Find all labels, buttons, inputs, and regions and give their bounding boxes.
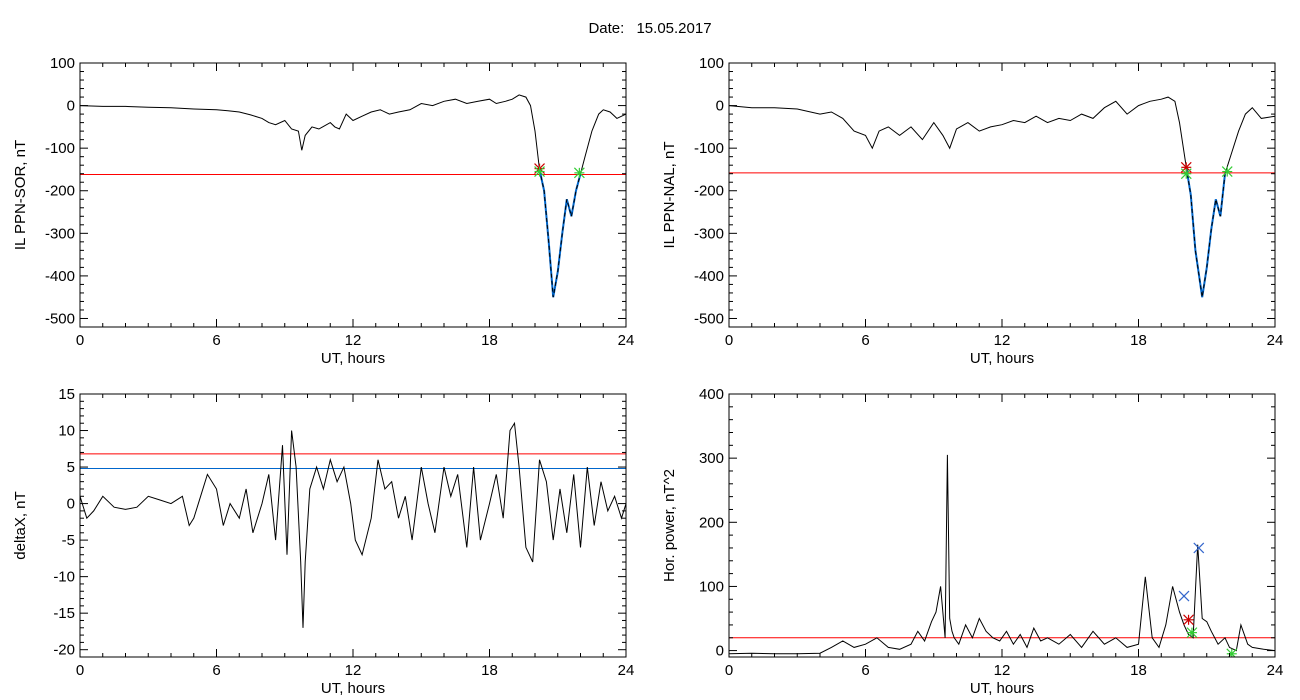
series-line [80, 94, 540, 170]
date-value: 15.05.2017 [636, 20, 712, 37]
x-tick-label: 12 [994, 662, 1011, 679]
x-tick-label: 18 [481, 332, 498, 349]
y-tick-label: -500 [694, 310, 724, 327]
y-axis-label: Hor. power, nT^2 [661, 469, 678, 582]
x-tick-label: 24 [618, 332, 635, 349]
y-axis-label: deltaX, nT [12, 491, 29, 559]
x-tick-label: 6 [861, 662, 869, 679]
series-line [729, 96, 1187, 168]
chart-panel-2: 0 6 12 18 24 100 0 -100 -200 -300 -400 -500 UT, hour… [661, 55, 1283, 367]
marker-asterisk-red [1183, 614, 1194, 626]
y-tick-label: 10 [58, 423, 75, 440]
x-tick-label: 18 [1130, 662, 1147, 679]
marker-asterisk-green [1226, 648, 1238, 657]
x-tick-label: 6 [212, 332, 220, 349]
y-tick-label: 100 [699, 55, 724, 72]
x-axis-label: UT, hours [970, 350, 1034, 367]
plot-area [729, 454, 1275, 657]
y-tick-label: -10 [53, 569, 75, 586]
marker-asterisk-green [1180, 168, 1192, 180]
x-axis-label: UT, hours [970, 680, 1034, 697]
y-tick-label: 100 [699, 578, 724, 595]
y-tick-label: 0 [67, 496, 75, 513]
marker-asterisk-green [534, 166, 545, 178]
series-line [580, 109, 626, 174]
series-line [1224, 106, 1275, 174]
y-tick-label: -300 [694, 225, 724, 242]
plot-area [729, 96, 1275, 298]
x-tick-label: 24 [618, 662, 635, 679]
series-line-highlight-dash [1185, 167, 1226, 298]
x-tick-label: 24 [1267, 332, 1284, 349]
y-axis-label: IL PPN-SOR, nT [12, 140, 29, 250]
y-tick-label: -500 [45, 310, 75, 327]
x-tick-label: 18 [1130, 332, 1147, 349]
x-axis-label: UT, hours [321, 350, 385, 367]
x-tick-label: 0 [725, 662, 733, 679]
y-tick-label: -5 [62, 532, 75, 549]
series-line [729, 454, 1275, 655]
x-tick-label: 0 [725, 332, 733, 349]
x-tick-label: 6 [212, 662, 220, 679]
y-tick-label: -20 [53, 642, 75, 659]
y-tick-label: -400 [694, 268, 724, 285]
y-tick-label: 400 [699, 386, 724, 403]
plot-area [80, 94, 626, 298]
y-tick-label: 0 [716, 643, 724, 660]
y-tick-label: -300 [45, 225, 75, 242]
y-tick-label: 100 [50, 55, 75, 72]
axes-frame [728, 62, 1276, 328]
x-tick-label: 18 [481, 662, 498, 679]
marker-asterisk-green [1186, 627, 1198, 639]
marker-asterisk-green [1221, 166, 1233, 178]
marker-asterisk-green [573, 167, 585, 179]
marker-cross-blue [1178, 590, 1190, 602]
y-tick-label: -200 [45, 183, 75, 200]
y-tick-label: -100 [45, 140, 75, 157]
x-tick-label: 0 [76, 662, 84, 679]
axes-frame [728, 393, 1276, 658]
y-tick-label: -100 [694, 140, 724, 157]
y-tick-label: 0 [716, 98, 724, 115]
y-tick-label: 5 [67, 459, 75, 476]
figure-title: Date: 15.05.2017 [0, 20, 1300, 37]
series-line-highlight [538, 169, 582, 298]
y-tick-label: 15 [58, 386, 75, 403]
marker-cross-blue [1193, 542, 1205, 554]
chart-panel-3: 0 6 12 18 24 15 10 5 0 -5 -10 -15 -20 UT, hours deltaX… [12, 386, 634, 697]
y-tick-label: 300 [699, 450, 724, 467]
series-line [80, 421, 626, 628]
chart-panel-1: 0 6 12 18 24 100 0 -100 -200 -300 -400 -500 UT, hour… [12, 55, 634, 367]
y-axis-label: IL PPN-NAL, nT [661, 142, 678, 249]
x-tick-label: 24 [1267, 662, 1284, 679]
x-tick-label: 0 [76, 332, 84, 349]
x-tick-label: 12 [994, 332, 1011, 349]
chart-panel-4: 0 6 12 18 24 400 300 200 100 0 UT, hours Hor. power… [661, 386, 1283, 697]
x-axis-label: UT, hours [321, 680, 385, 697]
x-tick-label: 6 [861, 332, 869, 349]
y-tick-label: 0 [67, 98, 75, 115]
series-line-highlight-dash [539, 169, 581, 298]
plot-area [80, 421, 626, 628]
y-tick-label: 200 [699, 514, 724, 531]
y-tick-label: -200 [694, 183, 724, 200]
x-tick-label: 12 [345, 332, 362, 349]
y-tick-label: -15 [53, 605, 75, 622]
y-tick-label: -400 [45, 268, 75, 285]
x-tick-label: 12 [345, 662, 362, 679]
date-label: Date: [588, 20, 625, 37]
